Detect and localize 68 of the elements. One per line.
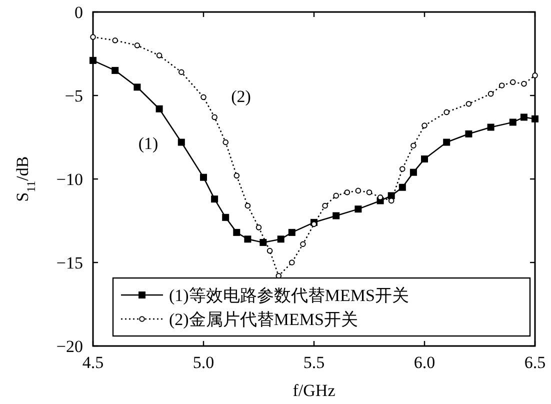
y-tick-label: −20 <box>56 337 83 356</box>
point <box>288 228 296 236</box>
point <box>156 52 162 58</box>
point <box>266 248 273 254</box>
legend-label: (2)金属片代替MEMS开关 <box>169 310 358 329</box>
point <box>466 100 472 107</box>
point <box>112 37 118 44</box>
point <box>134 84 141 91</box>
point <box>400 166 406 172</box>
y-tick-label: −10 <box>56 170 83 189</box>
point <box>444 109 450 116</box>
y-tick-label: −5 <box>64 86 83 106</box>
y-tick-label: −15 <box>56 254 83 272</box>
point <box>234 172 240 179</box>
point <box>277 236 284 243</box>
point <box>90 34 96 40</box>
point <box>398 184 406 191</box>
x-tick-label: 5.0 <box>192 353 214 372</box>
point <box>532 115 538 122</box>
point <box>178 138 185 146</box>
x-tick-label: 4.5 <box>82 353 104 372</box>
point <box>332 212 340 220</box>
point <box>289 260 295 266</box>
point <box>300 241 306 248</box>
point <box>200 94 206 100</box>
point <box>112 66 119 74</box>
point <box>510 79 516 86</box>
point <box>322 202 328 209</box>
point <box>487 124 494 131</box>
x-axis-title: f/GHz <box>292 381 336 400</box>
x-tick-label: 6.5 <box>524 353 546 372</box>
x-tick-label: 5.5 <box>303 353 325 372</box>
point <box>355 188 362 194</box>
point <box>443 138 450 146</box>
point <box>333 192 339 199</box>
point <box>521 80 527 87</box>
point <box>520 114 528 121</box>
point <box>410 142 416 148</box>
point <box>244 236 252 243</box>
point <box>233 228 240 236</box>
annotation: (1) <box>138 134 158 153</box>
point <box>465 130 472 138</box>
point <box>178 69 184 76</box>
point <box>260 238 267 246</box>
point <box>422 122 428 128</box>
legend-label: (1)等效电路参数代替MEMS开关 <box>169 286 409 305</box>
point <box>488 90 494 97</box>
point <box>344 189 350 196</box>
point <box>354 206 362 213</box>
point <box>222 214 230 221</box>
point <box>256 224 262 230</box>
point <box>366 189 372 196</box>
point <box>211 196 218 203</box>
point <box>222 139 228 146</box>
y-tick-label: 0 <box>74 3 83 22</box>
point <box>410 168 417 176</box>
point <box>90 56 96 64</box>
point <box>509 118 516 126</box>
point <box>244 202 251 209</box>
point <box>200 174 207 181</box>
point <box>134 42 140 48</box>
point <box>532 72 538 78</box>
point <box>498 82 505 88</box>
point <box>156 105 163 112</box>
annotation: (2) <box>231 87 251 106</box>
point <box>212 114 218 120</box>
point <box>421 155 428 162</box>
x-tick-label: 6.0 <box>414 353 436 372</box>
